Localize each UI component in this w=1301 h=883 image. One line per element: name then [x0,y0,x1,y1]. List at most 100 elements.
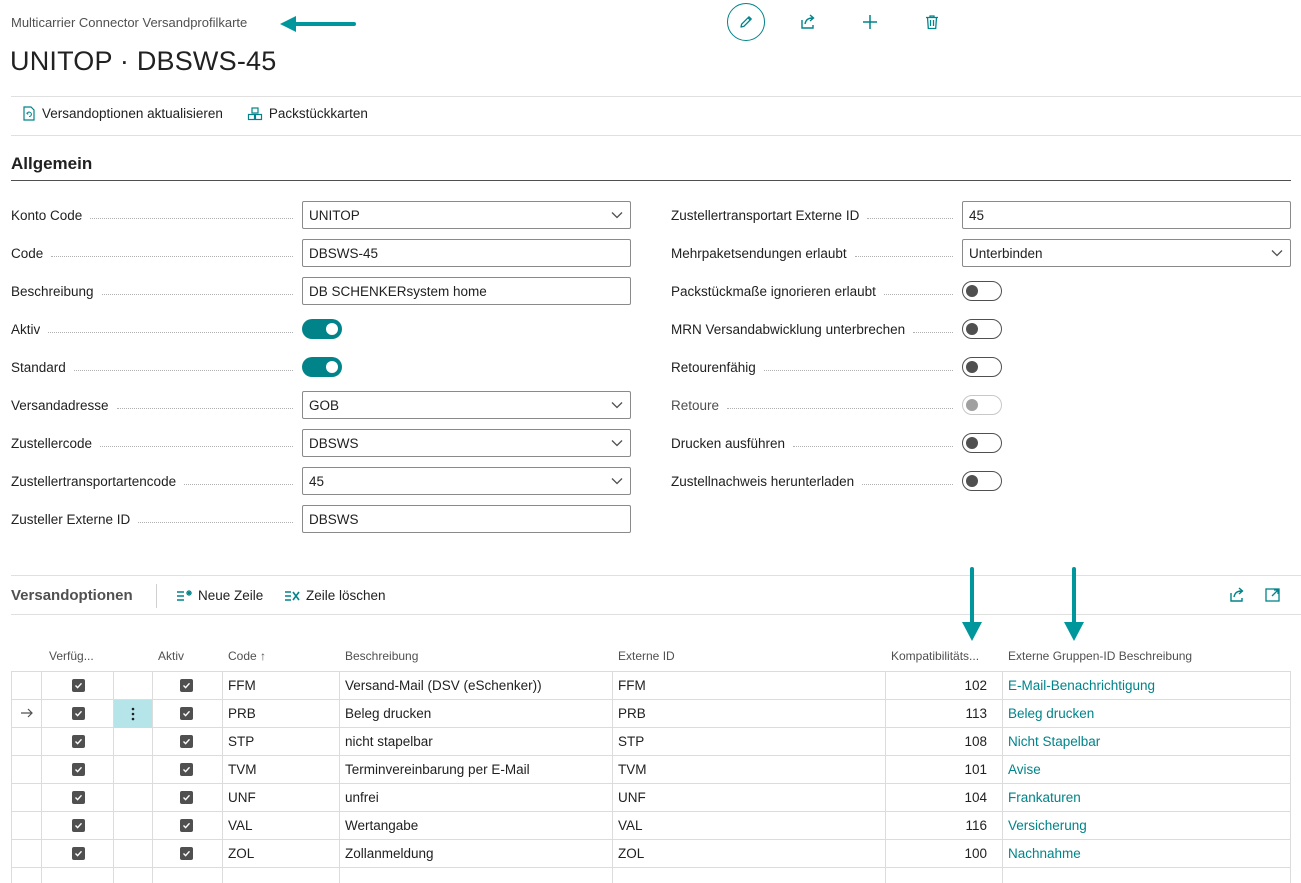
externe-id-cell[interactable]: VAL [618,817,643,833]
versandadresse-select[interactable]: GOB [302,391,631,419]
verfuegbar-checkbox[interactable] [72,811,85,839]
gruppen-beschreibung-link[interactable]: E-Mail-Benachrichtigung [1008,677,1156,693]
aktiv-toggle[interactable] [302,319,342,339]
gruppen-beschreibung-link[interactable]: Versicherung [1008,817,1087,833]
aktiv-checkbox[interactable] [180,727,193,755]
row-actions-menu-icon[interactable] [114,700,152,728]
beschreibung-cell[interactable]: Terminvereinbarung per E-Mail [345,761,530,777]
zustellnachweis-toggle[interactable] [962,471,1002,491]
delete-line-button[interactable]: Zeile löschen [284,588,386,603]
code-cell[interactable]: PRB [228,705,256,721]
beschreibung-field[interactable]: DB SCHENKERsystem home [302,277,631,305]
code-cell[interactable]: STP [228,733,255,749]
kompatibilitaet-cell[interactable]: 113 [965,705,987,721]
code-cell[interactable]: FFM [228,677,256,693]
field-label: Retoure [671,397,720,413]
column-header-externe-id[interactable]: Externe ID [618,649,675,663]
gruppen-beschreibung-link[interactable]: Frankaturen [1008,789,1081,805]
verfuegbar-checkbox[interactable] [72,839,85,867]
field-mrn: MRN Versandabwicklung unterbrechen [671,315,961,343]
mehrpaket-select[interactable]: Unterbinden [962,239,1291,267]
kompatibilitaet-cell[interactable]: 100 [964,845,987,861]
code-value: DBSWS-45 [309,245,379,261]
field-label: Konto Code [11,207,83,223]
field-label: Zustellertransportartencode [11,473,177,489]
new-icon[interactable] [851,3,889,41]
beschreibung-cell[interactable]: Zollanmeldung [345,845,434,861]
edit-icon[interactable] [727,3,765,41]
column-header-gruppen-beschreibung[interactable]: Externe Gruppen-ID Beschreibung [1008,649,1193,663]
column-header-beschreibung[interactable]: Beschreibung [345,649,419,663]
kompatibilitaet-cell[interactable]: 116 [965,817,987,833]
beschreibung-cell[interactable]: unfrei [345,789,379,805]
retourenfaehig-toggle[interactable] [962,357,1002,377]
aktiv-checkbox[interactable] [180,811,193,839]
chevron-down-icon [611,402,623,409]
zusteller-ext-id-field[interactable]: DBSWS [302,505,631,533]
gruppen-beschreibung-link[interactable]: Nachnahme [1008,845,1081,861]
action-bar: Versandoptionen aktualisieren Packstückk… [22,106,368,121]
packstueck-ignore-toggle[interactable] [962,281,1002,301]
update-shipping-options-button[interactable]: Versandoptionen aktualisieren [22,106,223,121]
column-header-kompatibilitaet[interactable]: Kompatibilitäts... [891,649,980,663]
aktiv-checkbox[interactable] [180,671,193,699]
drucken-toggle[interactable] [962,433,1002,453]
transportartencode-select[interactable]: 45 [302,467,631,495]
share-icon[interactable] [789,3,827,41]
code-cell[interactable]: UNF [228,789,256,805]
gruppen-beschreibung-link[interactable]: Nicht Stapelbar [1008,733,1101,749]
externe-id-cell[interactable]: UNF [618,789,646,805]
beschreibung-cell[interactable]: Beleg drucken [345,705,432,721]
column-header-verfuegbar[interactable]: Verfüg... [49,649,94,663]
externe-id-cell[interactable]: ZOL [618,845,645,861]
mrn-toggle[interactable] [962,319,1002,339]
aktiv-checkbox[interactable] [180,755,193,783]
chevron-down-icon [611,212,623,219]
gruppen-beschreibung-link[interactable]: Beleg drucken [1008,705,1095,721]
new-line-label: Neue Zeile [198,588,264,603]
column-header-aktiv[interactable]: Aktiv [158,649,185,663]
section-title-general[interactable]: Allgemein [11,154,93,173]
share-icon[interactable] [1227,585,1247,605]
beschreibung-cell[interactable]: Wertangabe [345,817,419,833]
package-cards-button[interactable]: Packstückkarten [247,106,368,121]
verfuegbar-checkbox[interactable] [72,671,85,699]
externe-id-cell[interactable]: FFM [618,677,646,693]
field-label: Zustellertransportart Externe ID [671,207,860,223]
field-transportart-ext-id: Zustellertransportart Externe ID [671,201,961,229]
code-cell[interactable]: VAL [228,817,253,833]
delete-line-icon [285,590,300,601]
aktiv-checkbox[interactable] [180,699,193,727]
konto-code-select[interactable]: UNITOP [302,201,631,229]
externe-id-cell[interactable]: TVM [618,761,647,777]
kompatibilitaet-cell[interactable]: 101 [964,761,987,777]
zustellercode-select[interactable]: DBSWS [302,429,631,457]
field-label: Packstückmaße ignorieren erlaubt [671,283,876,299]
expand-icon[interactable] [1263,585,1283,605]
new-line-button[interactable]: Neue Zeile [176,588,263,603]
kompatibilitaet-cell[interactable]: 102 [964,677,987,693]
verfuegbar-checkbox[interactable] [72,755,85,783]
kompatibilitaet-cell[interactable]: 104 [964,789,987,805]
externe-id-cell[interactable]: STP [618,733,645,749]
code-cell[interactable]: ZOL [228,845,255,861]
aktiv-checkbox[interactable] [180,839,193,867]
field-label: Mehrpaketsendungen erlaubt [671,245,847,261]
column-header-code[interactable]: Code ↑ [228,649,267,663]
kompatibilitaet-cell[interactable]: 108 [964,733,987,749]
beschreibung-cell[interactable]: Versand-Mail (DSV (eSchenker)) [345,677,542,693]
field-standard: Standard [11,353,301,381]
delete-icon[interactable] [913,3,951,41]
verfuegbar-checkbox[interactable] [72,727,85,755]
aktiv-checkbox[interactable] [180,783,193,811]
code-field[interactable]: DBSWS-45 [302,239,631,267]
verfuegbar-checkbox[interactable] [72,783,85,811]
verfuegbar-checkbox[interactable] [72,699,85,727]
externe-id-cell[interactable]: PRB [618,705,646,721]
beschreibung-cell[interactable]: nicht stapelbar [345,733,433,749]
code-cell[interactable]: TVM [228,761,257,777]
transportart-ext-id-field[interactable]: 45 [962,201,1291,229]
gruppen-beschreibung-link[interactable]: Avise [1008,761,1041,777]
subpage-title-versandoptionen[interactable]: Versandoptionen [11,587,133,604]
standard-toggle[interactable] [302,357,342,377]
